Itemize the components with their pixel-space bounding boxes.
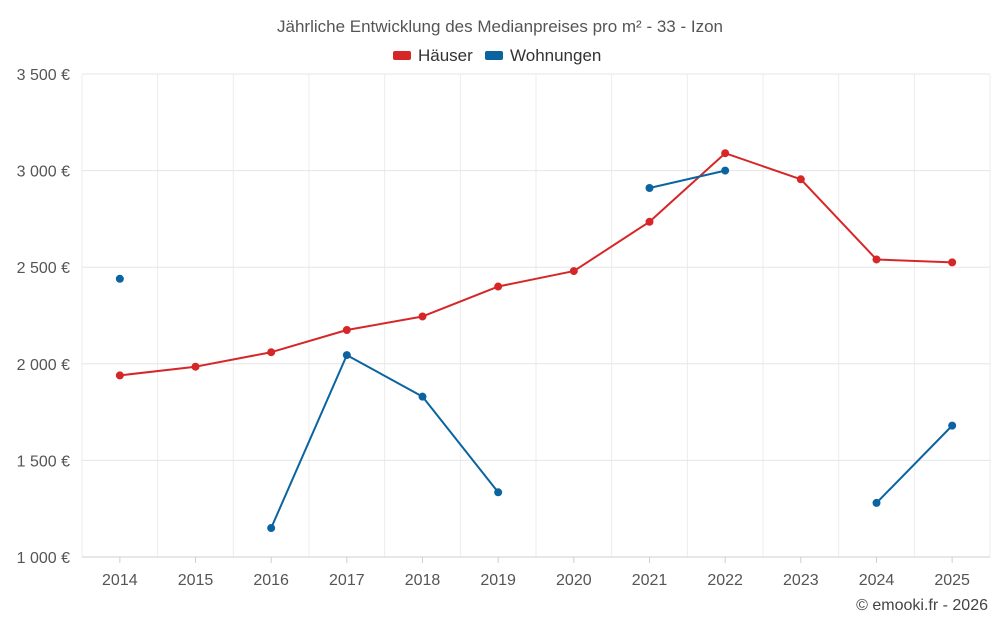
series-line-hauser <box>119 152 953 377</box>
x-tick-label: 2015 <box>178 572 214 589</box>
data-point-hauser[interactable] <box>948 258 957 267</box>
series-layer <box>115 149 957 533</box>
data-point-wohnungen[interactable] <box>418 392 427 401</box>
legend-label-haeuser: Häuser <box>418 46 473 65</box>
data-point-hauser[interactable] <box>645 217 654 226</box>
data-point-wohnungen[interactable] <box>721 166 730 175</box>
data-point-hauser[interactable] <box>191 362 200 371</box>
x-tick-label: 2016 <box>253 572 289 589</box>
data-point-wohnungen[interactable] <box>872 498 881 507</box>
x-tick-label: 2024 <box>859 572 895 589</box>
data-point-hauser[interactable] <box>418 312 427 321</box>
grid-layer <box>81 73 991 557</box>
data-point-hauser[interactable] <box>267 348 276 357</box>
x-tick-label: 2018 <box>405 572 441 589</box>
data-point-wohnungen[interactable] <box>494 488 503 497</box>
y-tick-label: 3 000 € <box>17 164 70 181</box>
y-tick-label: 1 000 € <box>17 550 70 567</box>
x-tick-label: 2025 <box>934 572 970 589</box>
x-tick-label: 2019 <box>480 572 516 589</box>
data-point-hauser[interactable] <box>721 149 730 158</box>
legend: Häuser Wohnungen <box>393 46 601 65</box>
data-point-hauser[interactable] <box>569 267 578 276</box>
data-point-wohnungen[interactable] <box>115 274 124 283</box>
x-tick-label: 2017 <box>329 572 365 589</box>
legend-swatch-wohnungen <box>485 51 503 60</box>
series-hauser <box>115 149 957 380</box>
data-point-wohnungen[interactable] <box>948 421 957 430</box>
legend-item-wohnungen[interactable]: Wohnungen <box>485 46 601 65</box>
data-point-hauser[interactable] <box>115 371 124 380</box>
axis-layer: 1 000 € 1 500 € 2 000 € 2 500 € 3 000 € 3 500… <box>17 67 990 589</box>
legend-label-wohnungen: Wohnungen <box>510 46 601 65</box>
x-tick-label: 2022 <box>707 572 743 589</box>
data-point-hauser[interactable] <box>796 175 805 184</box>
data-point-wohnungen[interactable] <box>645 183 654 192</box>
data-point-wohnungen[interactable] <box>342 351 351 360</box>
data-point-hauser[interactable] <box>494 282 503 291</box>
legend-swatch-haeuser <box>393 51 411 60</box>
series-line-wohnungen <box>270 354 499 529</box>
x-tick-label: 2021 <box>632 572 668 589</box>
x-tick-label: 2020 <box>556 572 592 589</box>
legend-item-haeuser[interactable]: Häuser <box>393 46 473 65</box>
x-tick-label: 2014 <box>102 572 138 589</box>
data-point-hauser[interactable] <box>872 255 881 264</box>
y-tick-label: 3 500 € <box>17 67 70 84</box>
chart-title: Jährliche Entwicklung des Medianpreises … <box>277 17 723 36</box>
x-tick-label: 2023 <box>783 572 819 589</box>
y-tick-label: 2 500 € <box>17 260 70 277</box>
y-tick-label: 2 000 € <box>17 357 70 374</box>
credit-text: © emooki.fr - 2026 <box>856 597 988 614</box>
series-line-wohnungen <box>875 424 953 504</box>
data-point-hauser[interactable] <box>342 325 351 334</box>
y-tick-label: 1 500 € <box>17 453 70 470</box>
series-wohnungen <box>115 166 957 533</box>
series-line-wohnungen <box>649 169 726 189</box>
data-point-wohnungen[interactable] <box>267 524 276 533</box>
